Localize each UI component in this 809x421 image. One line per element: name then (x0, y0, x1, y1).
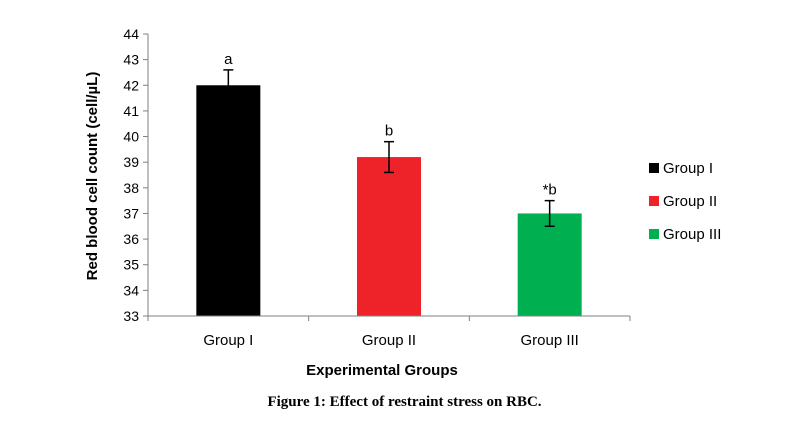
legend: Group I Group II Group III (649, 160, 721, 243)
x-tick-label: Group III (520, 332, 578, 349)
legend-label: Group III (663, 226, 721, 243)
y-tick-label: 36 (123, 231, 139, 247)
legend-swatch (649, 196, 659, 206)
x-axis-title: Experimental Groups (306, 362, 458, 379)
y-tick-label: 37 (123, 205, 139, 221)
y-tick-label: 43 (123, 52, 139, 68)
legend-swatch (649, 163, 659, 173)
x-tick-label: Group II (362, 332, 416, 349)
x-tick-label: Group I (203, 332, 253, 349)
x-axis: Group I Group II Group III (147, 315, 631, 349)
figure-caption: Figure 1: Effect of restraint stress on … (267, 394, 542, 410)
bars: a b *b (196, 51, 582, 316)
y-tick-label: 34 (123, 282, 139, 298)
data-label: b (385, 123, 393, 140)
legend-swatch (649, 229, 659, 239)
y-tick-label: 35 (123, 257, 139, 273)
y-tick-label: 41 (123, 103, 139, 119)
y-tick-label: 39 (123, 154, 139, 170)
y-tick-label: 40 (123, 129, 139, 145)
y-tick-label: 33 (123, 308, 139, 324)
y-axis-title: Red blood cell count (cell/µL) (84, 72, 101, 281)
bar (517, 213, 582, 316)
y-tick-label: 44 (123, 26, 139, 42)
legend-label: Group II (663, 193, 717, 210)
y-axis: 33 34 35 36 37 38 39 40 41 42 43 44 (123, 26, 149, 324)
bar (357, 157, 421, 316)
y-tick-label: 38 (123, 180, 139, 196)
legend-label: Group I (663, 160, 713, 177)
data-label: *b (543, 182, 557, 199)
data-label: a (224, 51, 233, 68)
bar (196, 85, 261, 316)
y-tick-label: 42 (123, 77, 139, 93)
